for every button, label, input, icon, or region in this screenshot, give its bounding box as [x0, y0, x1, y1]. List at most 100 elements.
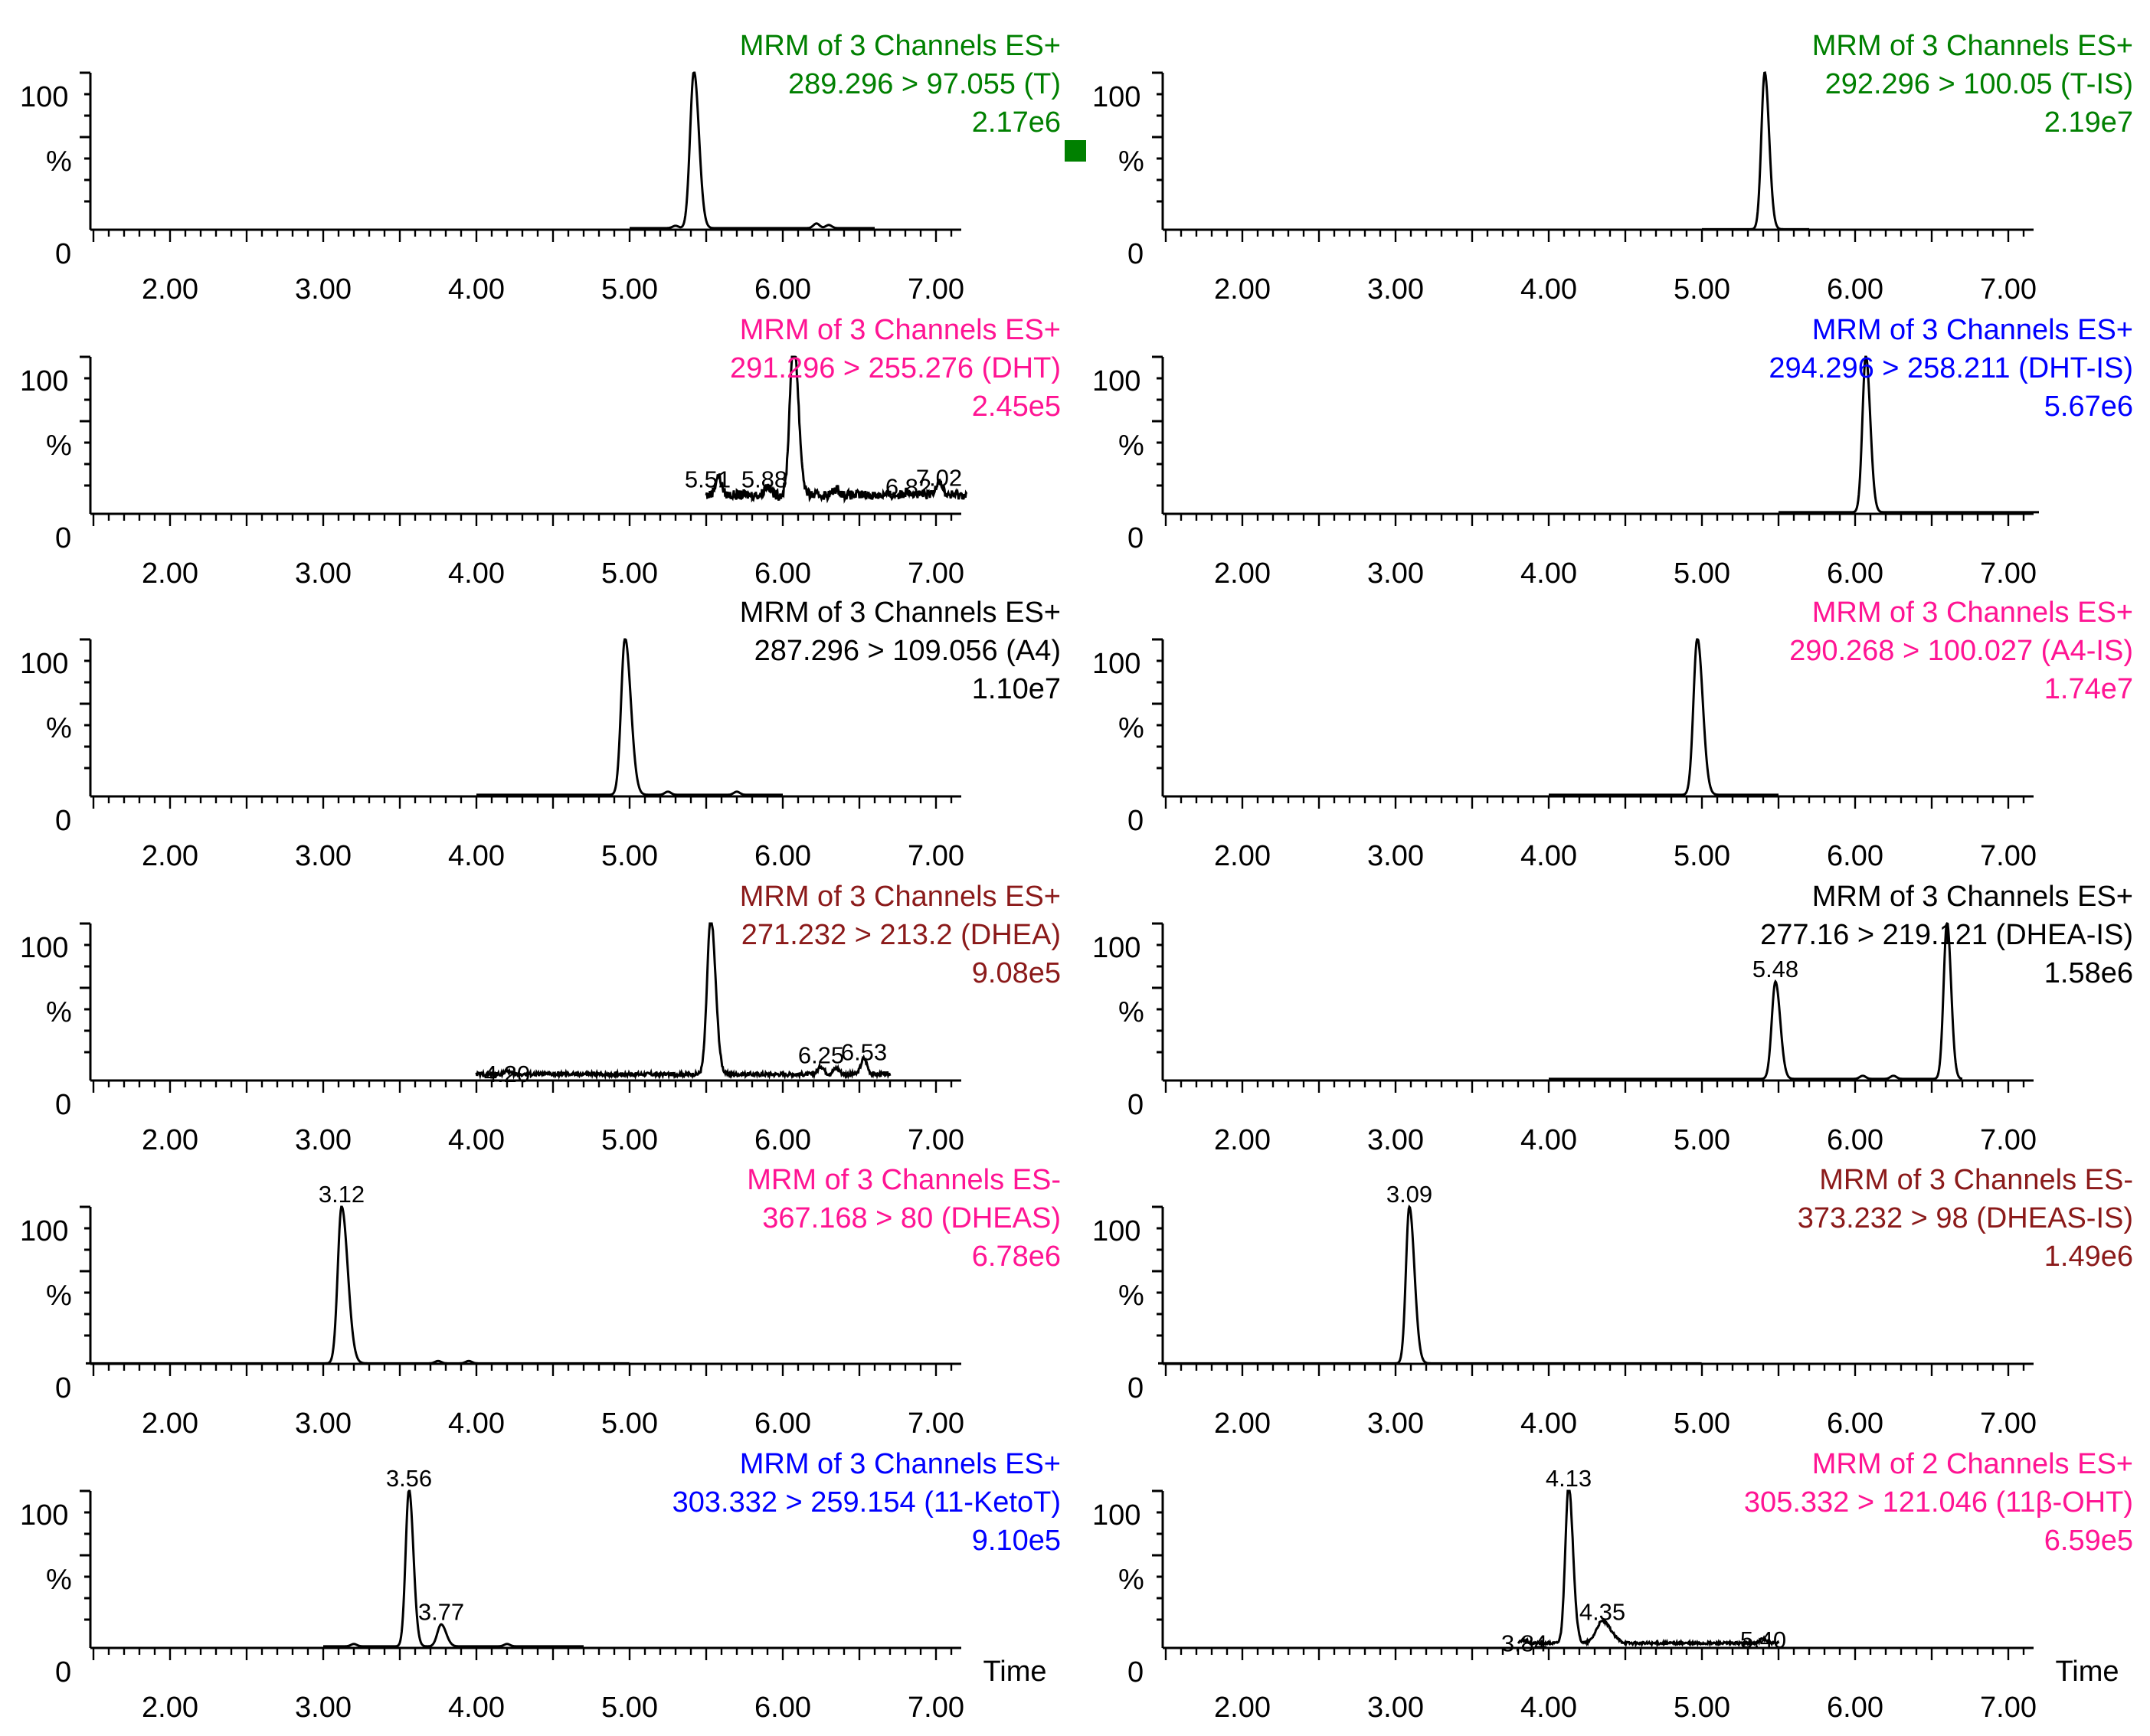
- peak-label: 5.48: [1752, 956, 1798, 982]
- chromatogram-trace-DHT-IS: [1779, 355, 2039, 514]
- peak-label: 5.88: [741, 466, 787, 492]
- x-tick-label: 2.00: [142, 840, 198, 872]
- peak-label: 4.13: [1546, 1465, 1592, 1492]
- x-tick-label: 5.00: [601, 1407, 658, 1440]
- y-label-100: 100: [20, 932, 68, 964]
- header-line-2: 291.296 > 255.276 (DHT): [730, 352, 1061, 384]
- header-line-2: 373.232 > 98 (DHEAS-IS): [1798, 1202, 2133, 1234]
- y-label-100: 100: [1092, 81, 1140, 113]
- chromatogram-trace-11b-OHT: [1517, 1489, 1780, 1649]
- header-line-3: 9.08e5: [972, 957, 1061, 989]
- peak-label: 5.40: [1740, 1626, 1786, 1653]
- y-label-100: 100: [1092, 1499, 1140, 1532]
- peak-label: 6.25: [798, 1042, 844, 1069]
- panel-DHEAS-IS: 100% 0 2.00 3.00 4.00 5.00 6.00 7.00 3.09 MRM of …: [1092, 1164, 2133, 1440]
- y-label-0: 0: [1127, 1089, 1144, 1121]
- y-label-0: 0: [55, 1656, 71, 1689]
- peak-label: 3.56: [386, 1465, 432, 1492]
- x-tick-label: 7.00: [1980, 1124, 2037, 1156]
- x-tick-label: 6.00: [1827, 840, 1883, 872]
- header-line-1: MRM of 3 Channels ES+: [1812, 30, 2133, 62]
- y-label-percent: %: [1118, 145, 1144, 178]
- header-line-3: 2.19e7: [2044, 106, 2133, 139]
- chromatogram-trace-DHEAS: [86, 1205, 630, 1365]
- y-label-0: 0: [1127, 1372, 1144, 1404]
- header-line-3: 1.10e7: [972, 673, 1061, 705]
- chromatogram-trace-A4: [476, 638, 783, 796]
- header-line-3: 5.67e6: [2044, 391, 2133, 423]
- y-label-percent: %: [1118, 996, 1144, 1028]
- x-tick-label: 6.00: [1827, 557, 1883, 590]
- y-label-100: 100: [20, 1499, 68, 1532]
- panel-11b-OHT: 100% 0 2.00 3.00 4.00 5.00 6.00 7.00 Time 4.13 4.3…: [1092, 1448, 2133, 1724]
- panel-DHEAS: 100% 0 2.00 3.00 4.00 5.00 6.00 7.00 3.12 MRM of …: [20, 1164, 1061, 1440]
- x-tick-label: 2.00: [142, 273, 198, 306]
- y-label-100: 100: [1092, 932, 1140, 964]
- y-label-percent: %: [1118, 1280, 1144, 1312]
- x-tick-label: 7.00: [1980, 1692, 2037, 1724]
- header-line-3: 2.17e6: [972, 106, 1061, 139]
- x-tick-label: 7.00: [908, 840, 964, 872]
- header-line-1: MRM of 3 Channels ES+: [740, 881, 1061, 913]
- x-tick-label: 4.00: [1520, 1407, 1577, 1440]
- x-tick-label: 2.00: [142, 557, 198, 590]
- x-tick-label: 4.00: [448, 1124, 505, 1156]
- x-tick-label: 6.00: [754, 557, 811, 590]
- y-label-0: 0: [1127, 238, 1144, 270]
- selection-marker[interactable]: [1065, 140, 1086, 162]
- y-label-percent: %: [46, 1564, 72, 1596]
- x-tick-label: 4.00: [1520, 840, 1577, 872]
- header-line-1: MRM of 3 Channels ES+: [740, 314, 1061, 346]
- chromatogram-trace-DHT: [705, 355, 968, 504]
- header-line-3: 9.10e5: [972, 1525, 1061, 1557]
- y-label-100: 100: [1092, 1215, 1140, 1247]
- x-axis-label: Time: [2055, 1656, 2119, 1688]
- y-label-percent: %: [46, 145, 72, 178]
- peak-label: 3.77: [418, 1598, 464, 1625]
- x-tick-label: 6.00: [1827, 273, 1883, 306]
- y-label-percent: %: [1118, 430, 1144, 462]
- x-tick-label: 2.00: [1214, 1407, 1271, 1440]
- y-label-100: 100: [20, 1215, 68, 1247]
- y-label-0: 0: [55, 238, 71, 270]
- header-line-1: MRM of 2 Channels ES+: [1812, 1448, 2133, 1480]
- x-tick-label: 4.00: [448, 273, 505, 306]
- x-tick-label: 6.00: [754, 1692, 811, 1724]
- x-tick-label: 4.00: [448, 840, 505, 872]
- header-line-2: 277.16 > 219.121 (DHEA-IS): [1760, 919, 2133, 951]
- peak-label: 3.09: [1386, 1181, 1432, 1208]
- x-tick-label: 6.00: [1827, 1124, 1883, 1156]
- x-tick-label: 2.00: [1214, 273, 1271, 306]
- chromatogram-trace-DHEA: [475, 922, 892, 1081]
- peak-label: 3.84: [1501, 1630, 1547, 1656]
- header-line-1: MRM of 3 Channels ES+: [740, 30, 1061, 62]
- x-tick-label: 5.00: [601, 557, 658, 590]
- header-line-2: 303.332 > 259.154 (11-KetoT): [672, 1486, 1061, 1519]
- y-label-percent: %: [46, 1280, 72, 1312]
- panel-DHT: 100% 0 2.00 3.00 4.00 5.00 6.00 7.00 5.51 5.88 6.8…: [20, 314, 1061, 590]
- x-tick-label: 2.00: [1214, 1692, 1271, 1724]
- panel-DHT-IS: 100% 0 2.00 3.00 4.00 5.00 6.00 7.00 MRM of 3 Ch…: [1092, 314, 2133, 590]
- x-tick-label: 3.00: [295, 840, 352, 872]
- y-label-100: 100: [20, 365, 68, 397]
- x-tick-label: 3.00: [295, 557, 352, 590]
- x-tick-label: 3.00: [1367, 840, 1424, 872]
- header-line-3: 6.78e6: [972, 1241, 1061, 1273]
- x-tick-label: 6.00: [754, 1124, 811, 1156]
- x-tick-label: 4.00: [448, 1692, 505, 1724]
- chromatogram-trace-T-IS: [1702, 71, 1809, 230]
- x-tick-label: 5.00: [1674, 273, 1730, 306]
- x-tick-label: 2.00: [1214, 557, 1271, 590]
- y-label-100: 100: [1092, 365, 1140, 397]
- header-line-2: 292.296 > 100.05 (T-IS): [1825, 68, 2133, 100]
- x-tick-label: 6.00: [1827, 1407, 1883, 1440]
- x-tick-label: 5.00: [1674, 840, 1730, 872]
- x-tick-label: 5.00: [1674, 1692, 1730, 1724]
- header-line-3: 1.49e6: [2044, 1241, 2133, 1273]
- x-tick-label: 7.00: [908, 1692, 964, 1724]
- x-tick-label: 5.00: [601, 1124, 658, 1156]
- x-tick-label: 4.00: [1520, 273, 1577, 306]
- x-tick-label: 6.00: [754, 1407, 811, 1440]
- header-line-3: 6.59e5: [2044, 1525, 2133, 1557]
- header-line-2: 289.296 > 97.055 (T): [788, 68, 1061, 100]
